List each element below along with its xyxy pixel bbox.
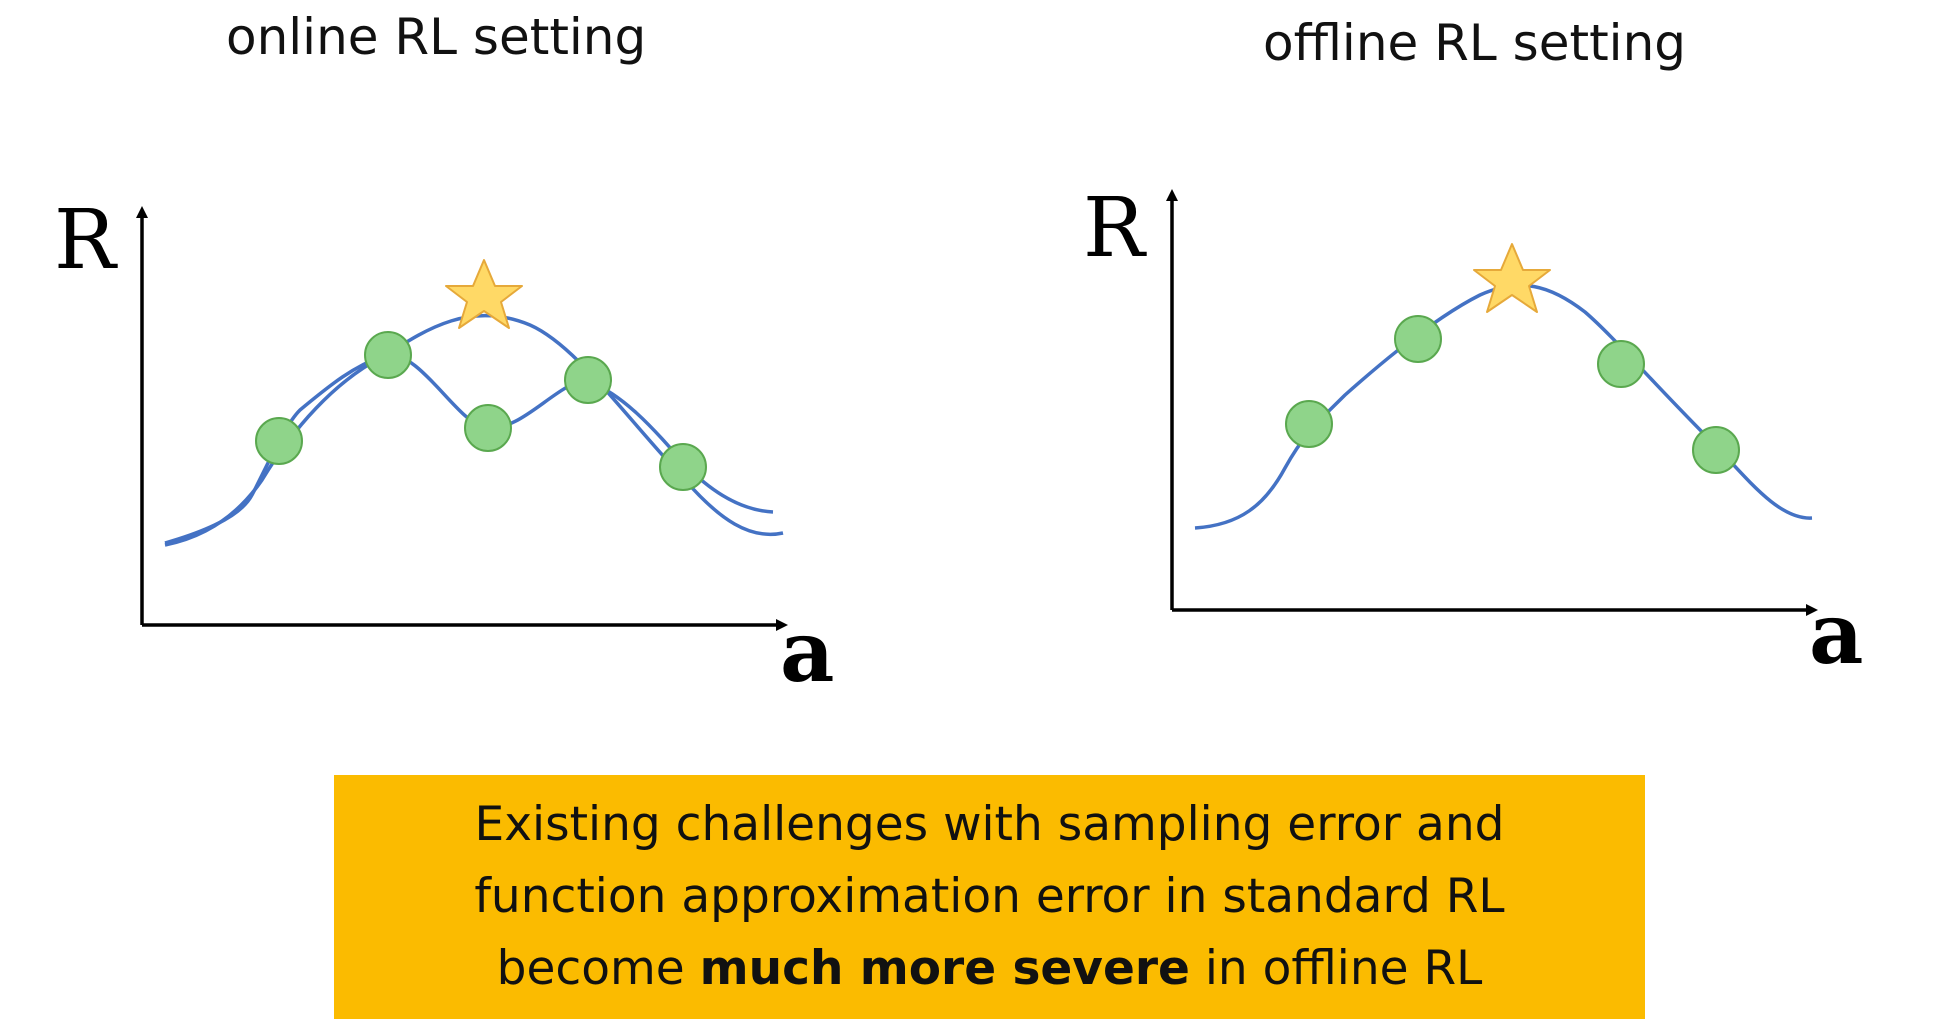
summary-banner: Existing challenges with sampling error … (334, 775, 1645, 1019)
online-sample-point (659, 443, 707, 491)
online-sample-point (255, 417, 303, 465)
offline-curve (1194, 283, 1813, 530)
star-icon (1473, 243, 1551, 313)
offline-sample-point (1597, 340, 1645, 388)
banner-line-3: become much more severe in offline RL (497, 933, 1483, 1005)
online-sample-point (464, 404, 512, 452)
online-y-axis-label: R (54, 193, 116, 288)
online-x-axis-label: a (780, 602, 835, 701)
offline-sample-point (1285, 400, 1333, 448)
banner-line-2: function approximation error in standard… (474, 869, 1505, 924)
online-sample-point (364, 331, 412, 379)
offline-panel-title: offline RL setting (1263, 14, 1686, 72)
online-sample-point (564, 356, 612, 404)
online-chart (136, 206, 788, 631)
offline-y-axis-label: R (1083, 181, 1145, 276)
banner-line-3-suffix: in offline RL (1189, 941, 1483, 996)
banner-line-3-prefix: become (496, 941, 700, 996)
offline-sample-point (1692, 426, 1740, 474)
offline-chart (1166, 189, 1818, 616)
banner-emphasis: much more severe (699, 941, 1190, 996)
offline-sample-point (1394, 315, 1442, 363)
banner-line-1: Existing challenges with sampling error … (474, 797, 1505, 852)
online-panel-title: online RL setting (226, 8, 647, 66)
offline-x-axis-label: a (1809, 584, 1864, 683)
star-icon (445, 259, 523, 329)
